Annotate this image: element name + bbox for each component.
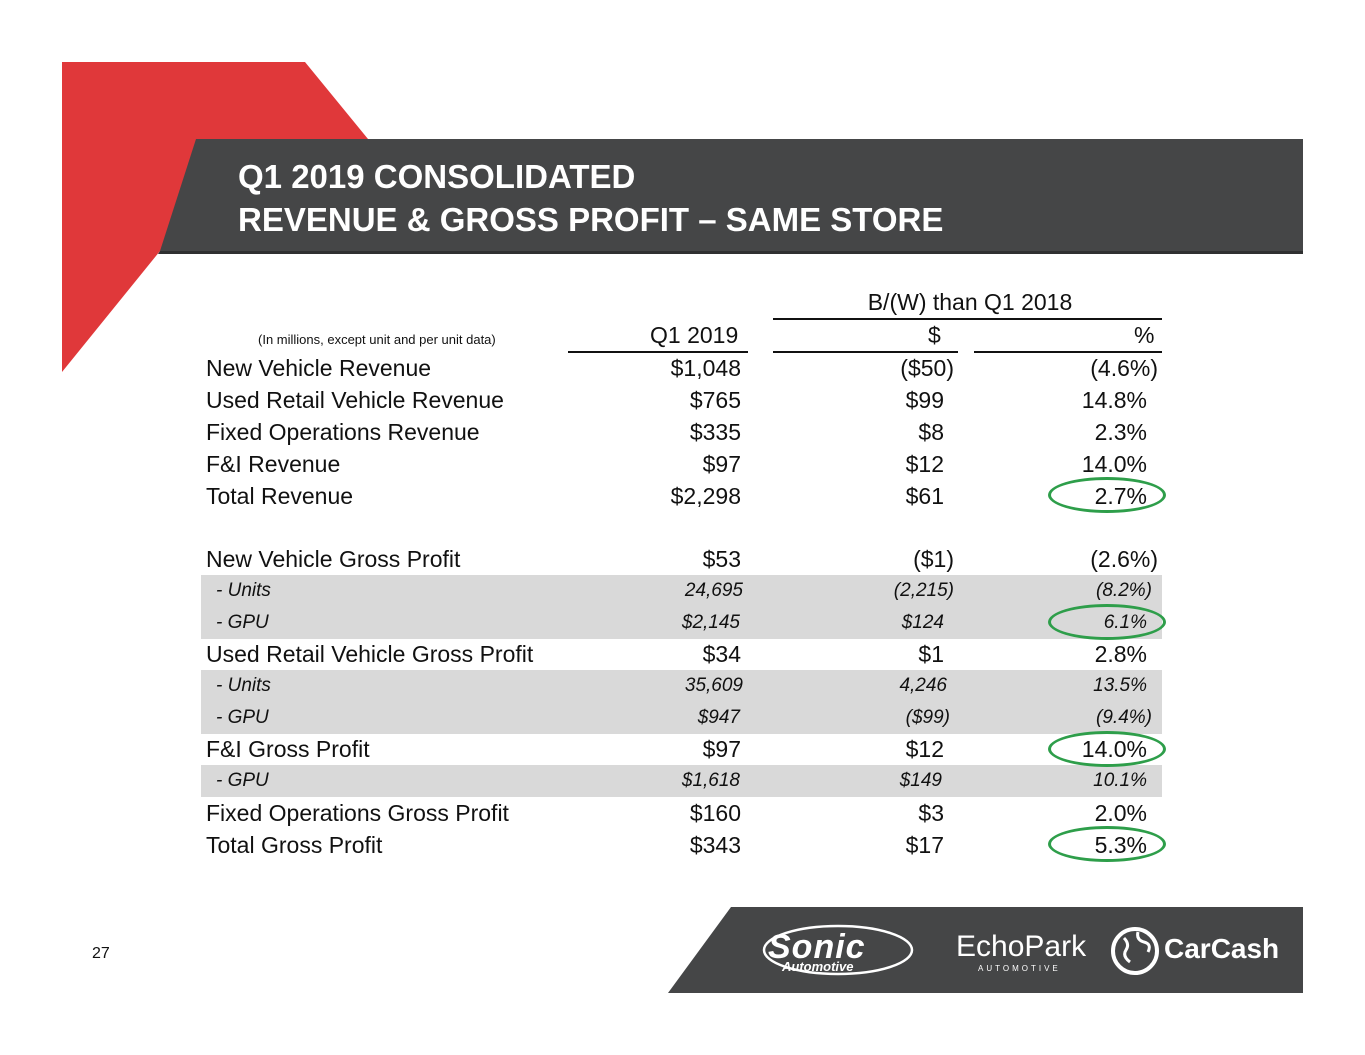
row-label: New Vehicle Gross Profit: [206, 546, 461, 572]
row-label: Fixed Operations Gross Profit: [206, 800, 509, 826]
row-pct-change: (4.6%): [1090, 355, 1158, 381]
row-q1-value: $1,048: [670, 355, 741, 381]
row-dollar-change: $1: [918, 641, 944, 667]
row-label: - Units: [216, 675, 271, 696]
highlight-ring: [1048, 826, 1166, 862]
table-row: - Units 35,609 4,246 13.5%: [201, 670, 1162, 702]
row-pct-change: 2.8%: [1094, 641, 1147, 667]
row-dollar-change: $8: [918, 419, 944, 445]
row-label: - GPU: [216, 707, 269, 728]
row-q1-value: $2,145: [681, 612, 740, 633]
highlight-ring: [1048, 604, 1166, 640]
row-q1-value: $97: [702, 451, 741, 477]
col-header-q1: Q1 2019: [650, 322, 739, 348]
row-q1-value: $53: [702, 546, 741, 572]
highlight-ring: [1048, 731, 1166, 767]
title-line-1: Q1 2019 CONSOLIDATED: [238, 158, 636, 195]
page-number: 27: [92, 945, 110, 962]
sonic-logo-subtext: Automotive: [782, 959, 854, 974]
echopark-logo-text: EchoPark: [956, 930, 1087, 963]
row-label: F&I Revenue: [206, 451, 341, 477]
table-row: New Vehicle Gross Profit $53 ($1) (2.6%): [201, 543, 1162, 575]
table-row: Fixed Operations Gross Profit $160 $3 2.…: [201, 797, 1162, 829]
row-dollar-change: $61: [905, 483, 944, 509]
col-rule-pct: [974, 351, 1162, 353]
row-dollar-change: $17: [905, 832, 944, 858]
table-row: Used Retail Vehicle Gross Profit $34 $1 …: [201, 638, 1162, 670]
col-header-dollar: $: [928, 322, 941, 348]
row-pct-change: 13.5%: [1093, 675, 1147, 696]
row-label: F&I Gross Profit: [206, 736, 370, 762]
row-label: Used Retail Vehicle Revenue: [206, 387, 504, 413]
row-dollar-change: $99: [905, 387, 944, 413]
row-dollar-change: 4,246: [899, 675, 947, 696]
row-dollar-change: $12: [905, 736, 944, 762]
row-pct-change: 10.1%: [1093, 770, 1147, 791]
row-q1-value: $2,298: [670, 483, 741, 509]
row-q1-value: $160: [689, 800, 741, 826]
sonic-logo-text: Sonic: [768, 928, 866, 966]
carcash-logo-text: CarCash: [1164, 933, 1280, 964]
highlight-ring: [1048, 477, 1166, 513]
row-label: - GPU: [216, 770, 269, 791]
slide-title: Q1 2019 CONSOLIDATED REVENUE & GROSS PRO…: [238, 155, 943, 241]
col-header-pct: %: [1134, 322, 1155, 348]
comparison-header: B/(W) than Q1 2018: [867, 289, 1073, 315]
row-dollar-change: $12: [905, 451, 944, 477]
row-q1-value: 24,695: [684, 580, 743, 601]
row-pct-change: (2.6%): [1090, 546, 1158, 572]
row-dollar-change: (2,215): [893, 580, 954, 601]
table-row: New Vehicle Revenue $1,048 ($50) (4.6%): [201, 352, 1162, 384]
row-q1-value: $947: [697, 707, 740, 728]
row-dollar-change: ($50): [900, 355, 954, 381]
col-rule-q1: [568, 351, 748, 353]
row-pct-change: 2.0%: [1094, 800, 1147, 826]
row-q1-value: $765: [689, 387, 741, 413]
table-row: Total Revenue $2,298 $61 2.7%: [201, 480, 1162, 512]
title-bar: [160, 139, 1303, 251]
row-q1-value: $97: [702, 736, 741, 762]
row-label: New Vehicle Revenue: [206, 355, 432, 381]
col-rule-dollar: [773, 351, 958, 353]
globe-icon: [1111, 927, 1159, 975]
sonic-swoosh-icon: [762, 924, 914, 976]
row-label: - GPU: [216, 612, 269, 633]
row-q1-value: $34: [702, 641, 741, 667]
row-pct-change: 14.8%: [1081, 387, 1147, 413]
row-q1-value: $1,618: [681, 770, 740, 791]
table-row: F&I Revenue $97 $12 14.0%: [201, 448, 1162, 480]
table-row: - GPU $947 ($99) (9.4%): [201, 702, 1162, 734]
table-row: Fixed Operations Revenue $335 $8 2.3%: [201, 416, 1162, 448]
row-q1-value: 35,609: [684, 675, 743, 696]
row-dollar-change: ($1): [913, 546, 954, 572]
row-label: Fixed Operations Revenue: [206, 419, 480, 445]
row-dollar-change: $149: [899, 770, 942, 791]
row-label: Total Revenue: [206, 483, 354, 509]
row-dollar-change: $124: [901, 612, 944, 633]
row-dollar-change: $3: [918, 800, 944, 826]
row-pct-change: 14.0%: [1081, 451, 1147, 477]
echopark-logo-subtext: AUTOMOTIVE: [978, 964, 1061, 973]
table-row: Used Retail Vehicle Revenue $765 $99 14.…: [201, 384, 1162, 416]
row-pct-change: (9.4%): [1096, 707, 1152, 728]
row-label: Used Retail Vehicle Gross Profit: [206, 641, 534, 667]
row-q1-value: $343: [689, 832, 741, 858]
row-q1-value: $335: [689, 419, 741, 445]
row-dollar-change: ($99): [905, 707, 950, 728]
row-pct-change: 2.3%: [1094, 419, 1147, 445]
table-row: - GPU $2,145 $124 6.1%: [201, 607, 1162, 639]
row-pct-change: (8.2%): [1096, 580, 1152, 601]
units-note: (In millions, except unit and per unit d…: [258, 332, 496, 347]
table-row: - Units 24,695 (2,215) (8.2%): [201, 575, 1162, 607]
table-row: - GPU $1,618 $149 10.1%: [201, 765, 1162, 797]
row-label: Total Gross Profit: [206, 832, 383, 858]
table-row: F&I Gross Profit $97 $12 14.0%: [201, 733, 1162, 765]
title-bar-shadow: [158, 251, 1303, 254]
title-line-2: REVENUE & GROSS PROFIT – SAME STORE: [238, 201, 944, 238]
table-row: Total Gross Profit $343 $17 5.3%: [201, 829, 1162, 861]
comparison-rule: [773, 318, 1162, 320]
row-label: - Units: [216, 580, 271, 601]
